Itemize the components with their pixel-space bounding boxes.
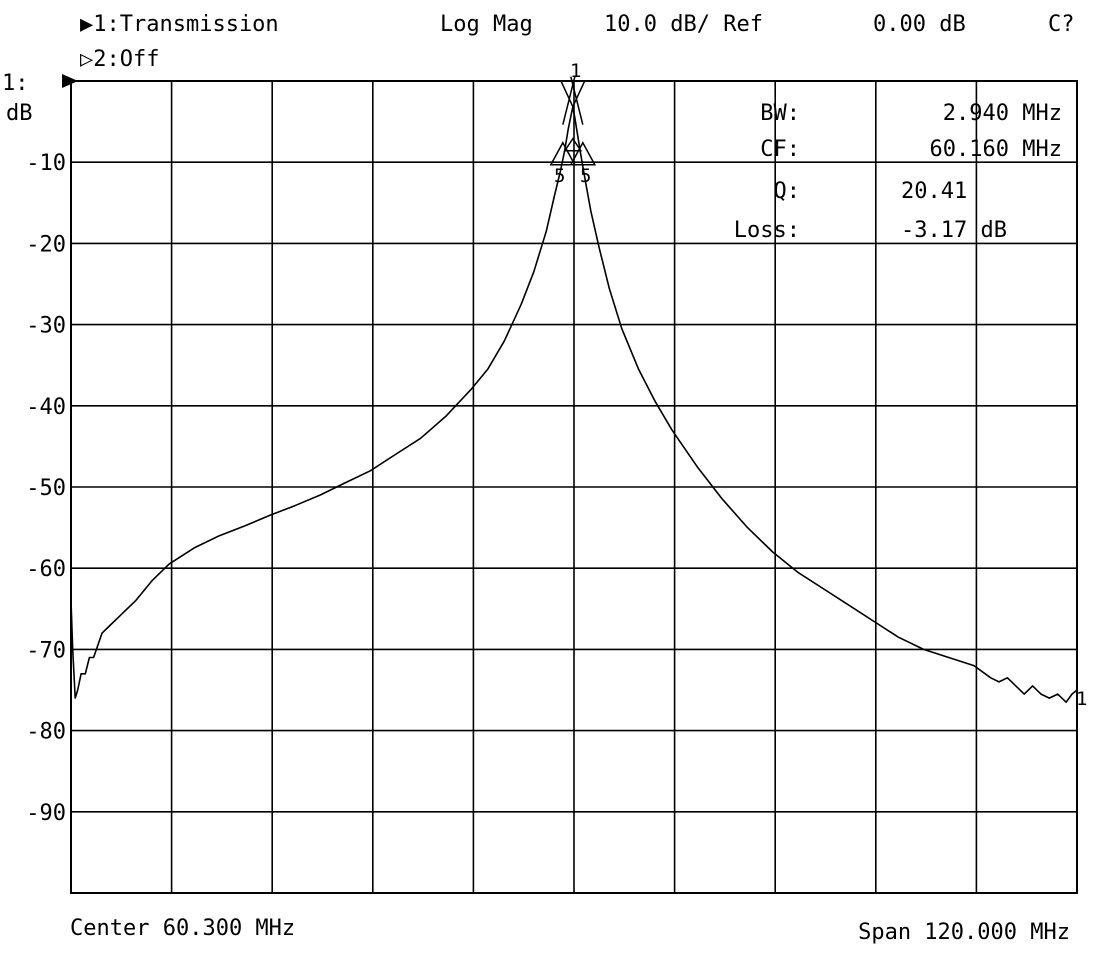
marker-readout-table: BW: 2.940 MHz CF: 60.160 MHz Q: 20.41 Lo…: [734, 101, 1062, 243]
ref-indicator-label: 1:: [2, 71, 29, 96]
format-label: Log Mag: [440, 12, 533, 37]
marker-row-q-label: Q:: [774, 179, 801, 204]
marker-row-cf-value: 60.160 MHz: [930, 137, 1062, 162]
unit-label: dB: [6, 101, 33, 126]
ref-value-label: 0.00 dB: [873, 12, 966, 37]
marker-main-cross-b: [570, 76, 584, 125]
y-tick-label: -90: [26, 801, 66, 826]
marker-row-cf-label: CF:: [760, 137, 800, 162]
marker-main-number: 1: [570, 60, 581, 82]
marker-row-bw-value: 2.940 MHz: [943, 101, 1062, 126]
marker-side-left-number: 5: [554, 165, 565, 187]
channel1-label: ▶1:Transmission: [80, 12, 279, 37]
trace-group: [70, 106, 1078, 703]
marker-row-loss-label: Loss:: [734, 218, 800, 243]
y-tick-label: -80: [26, 720, 66, 745]
y-tick-label: -40: [26, 395, 66, 420]
marker-main-arm-right: [572, 80, 586, 108]
y-tick-label: -70: [26, 638, 66, 663]
marker-main-arm-left: [560, 80, 574, 108]
trace-end-number: 1: [1076, 688, 1087, 710]
y-tick-label: -10: [26, 151, 66, 176]
marker-center-triangle-icon: [563, 137, 583, 152]
scale-label: 10.0 dB/ Ref: [604, 12, 763, 37]
marker-side-left-triangle-icon: [549, 141, 577, 166]
marker-side-right-number: 5: [580, 165, 591, 187]
marker-row-loss-value: -3.17 dB: [901, 218, 1007, 243]
y-tick-label: -30: [26, 314, 66, 339]
marker-row-bw-label: BW:: [760, 101, 800, 126]
y-tick-labels: -10 -20 -30 -40 -50 -60 -70 -80 -90: [26, 151, 66, 826]
center-frequency-label: Center 60.300 MHz: [70, 916, 295, 941]
transmission-trace-line: [70, 106, 1078, 703]
marker-group: [549, 76, 597, 166]
channel2-label: ▷2:Off: [80, 47, 159, 72]
plot-grid: [71, 81, 1077, 893]
marker-side-right-triangle-icon: [569, 141, 597, 166]
marker-row-q-value: 20.41: [901, 179, 967, 204]
y-tick-label: -20: [26, 232, 66, 257]
y-tick-label: -50: [26, 476, 66, 501]
cal-status-label: C?: [1048, 12, 1075, 37]
y-tick-label: -60: [26, 557, 66, 582]
span-label: Span 120.000 MHz: [858, 920, 1070, 945]
